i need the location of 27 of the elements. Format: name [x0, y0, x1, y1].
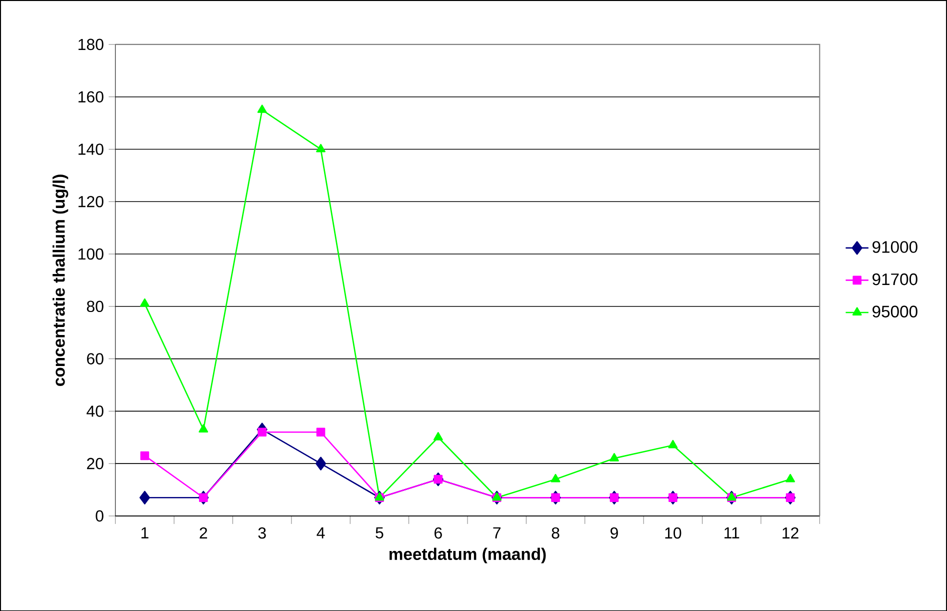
- x-tick-label: 11: [724, 527, 740, 538]
- x-tick-label: 3: [258, 527, 266, 538]
- x-tick-label: 4: [316, 527, 325, 538]
- y-tick-label: 60: [87, 352, 104, 364]
- y-tick-label: 180: [78, 38, 104, 50]
- x-axis-title: meetdatum (maand): [390, 548, 546, 564]
- x-tick-label: 2: [200, 527, 208, 538]
- x-tick-label: 12: [782, 527, 798, 538]
- x-tick-label: 6: [434, 527, 442, 538]
- y-tick-label: 160: [78, 91, 104, 102]
- legend-label: 95000: [872, 306, 918, 318]
- y-tick-label: 80: [86, 300, 104, 312]
- x-tick-label: 7: [493, 527, 500, 538]
- y-tick-label: 120: [78, 196, 104, 208]
- x-tick-label: 8: [552, 527, 560, 538]
- y-tick-label: 40: [86, 405, 104, 417]
- y-tick-label: 20: [87, 458, 104, 470]
- x-tick-label: 10: [665, 527, 682, 538]
- x-tick-label: 5: [376, 527, 384, 538]
- y-tick-label: 140: [78, 143, 104, 155]
- y-axis-title: concentratie thallium (ug/l): [52, 174, 68, 386]
- y-tick-label: 100: [78, 248, 104, 260]
- legend-label: 91000: [872, 240, 918, 253]
- y-tick-label: 0: [96, 510, 104, 522]
- x-tick-label: 1: [141, 527, 148, 538]
- legend-label: 91700: [872, 273, 918, 286]
- x-tick-label: 9: [610, 527, 618, 538]
